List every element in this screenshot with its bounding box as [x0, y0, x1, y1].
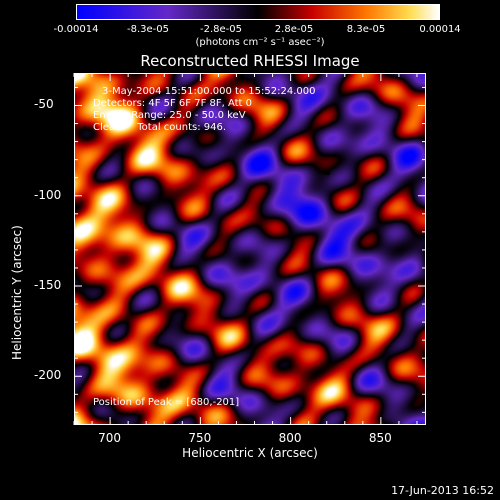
colorbar-tick-label: -8.3e-05: [127, 24, 169, 35]
x-tick-label: 750: [188, 431, 212, 445]
y-tick-label: -200: [34, 368, 62, 383]
colorbar-tick-label: -2.8e-05: [200, 24, 242, 35]
peak-position-text: Position of Peak = [680,-201]: [93, 397, 240, 408]
x-tick-label: 700: [98, 431, 121, 445]
annotation-detectors: Detectors: 4F 5F 6F 7F 8F, Att 0: [93, 98, 253, 109]
colorbar-tick-label: -0.00014: [53, 24, 99, 35]
annotation-counts: Clean Total counts: 946.: [93, 122, 227, 133]
chart-title: Reconstructed RHESSI Image: [140, 52, 360, 70]
peak-marker: [324, 170, 330, 176]
colorbar-tick-label: 0.00014: [419, 24, 461, 35]
colorbar-unit-label: (photons cm⁻² s⁻¹ asec⁻²): [195, 37, 325, 48]
timestamp: 17-Jun-2013 16:52: [391, 484, 494, 497]
x-tick-label: 800: [278, 431, 302, 445]
x-axis-label: Heliocentric X (arcsec): [182, 446, 318, 460]
x-tick-label: 850: [368, 431, 392, 445]
y-tick-label: -100: [34, 187, 62, 202]
y-axis-label: Heliocentric Y (arcsec): [10, 225, 24, 360]
colorbar-tick-label: 8.3e-05: [346, 24, 386, 35]
colorbar: [76, 4, 440, 20]
colorbar-tick-label: 2.8e-05: [274, 24, 314, 35]
plot-area: [74, 73, 426, 425]
y-tick-label: -50: [34, 97, 54, 112]
annotation-energy-range: Energy Range: 25.0 - 50.0 keV: [93, 110, 246, 121]
heatmap-image: [74, 73, 426, 425]
annotation-time-range: 3-May-2004 15:51:00.000 to 15:52:24.000: [102, 86, 316, 97]
y-tick-label: -150: [34, 278, 62, 292]
